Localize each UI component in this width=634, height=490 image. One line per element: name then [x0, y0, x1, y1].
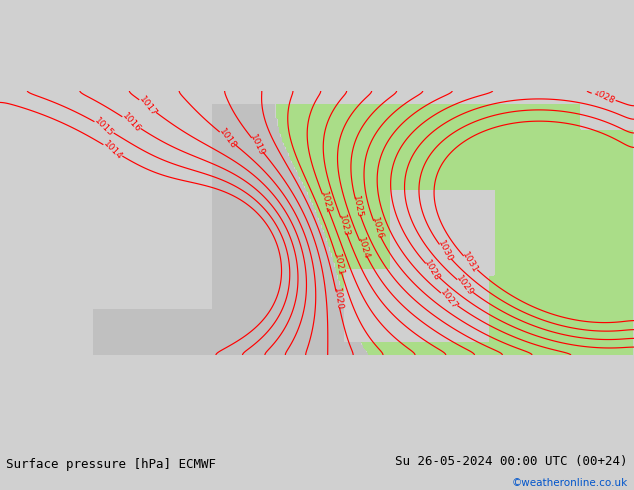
Text: Surface pressure [hPa] ECMWF: Surface pressure [hPa] ECMWF: [6, 458, 216, 471]
Text: 1023: 1023: [337, 213, 351, 238]
Text: 1027: 1027: [439, 288, 460, 311]
Text: 1018: 1018: [217, 126, 238, 150]
Text: 1022: 1022: [318, 190, 332, 214]
Text: 1031: 1031: [460, 251, 480, 275]
Text: 1029: 1029: [455, 274, 476, 298]
Text: 1025: 1025: [351, 195, 364, 219]
Text: 1024: 1024: [356, 236, 370, 261]
Text: 1021: 1021: [332, 252, 346, 276]
Text: 1015: 1015: [93, 116, 115, 139]
Text: 1028: 1028: [592, 88, 616, 106]
Text: ©weatheronline.co.uk: ©weatheronline.co.uk: [512, 478, 628, 489]
Text: 1019: 1019: [249, 133, 266, 157]
Text: 1028: 1028: [423, 258, 442, 283]
Text: 1020: 1020: [332, 288, 344, 311]
Text: 1030: 1030: [436, 240, 454, 264]
Text: 1014: 1014: [101, 139, 124, 162]
Text: 1026: 1026: [370, 217, 384, 241]
Text: 1017: 1017: [137, 94, 158, 118]
Text: Su 26-05-2024 00:00 UTC (00+24): Su 26-05-2024 00:00 UTC (00+24): [395, 455, 628, 468]
Text: 1016: 1016: [120, 111, 143, 134]
